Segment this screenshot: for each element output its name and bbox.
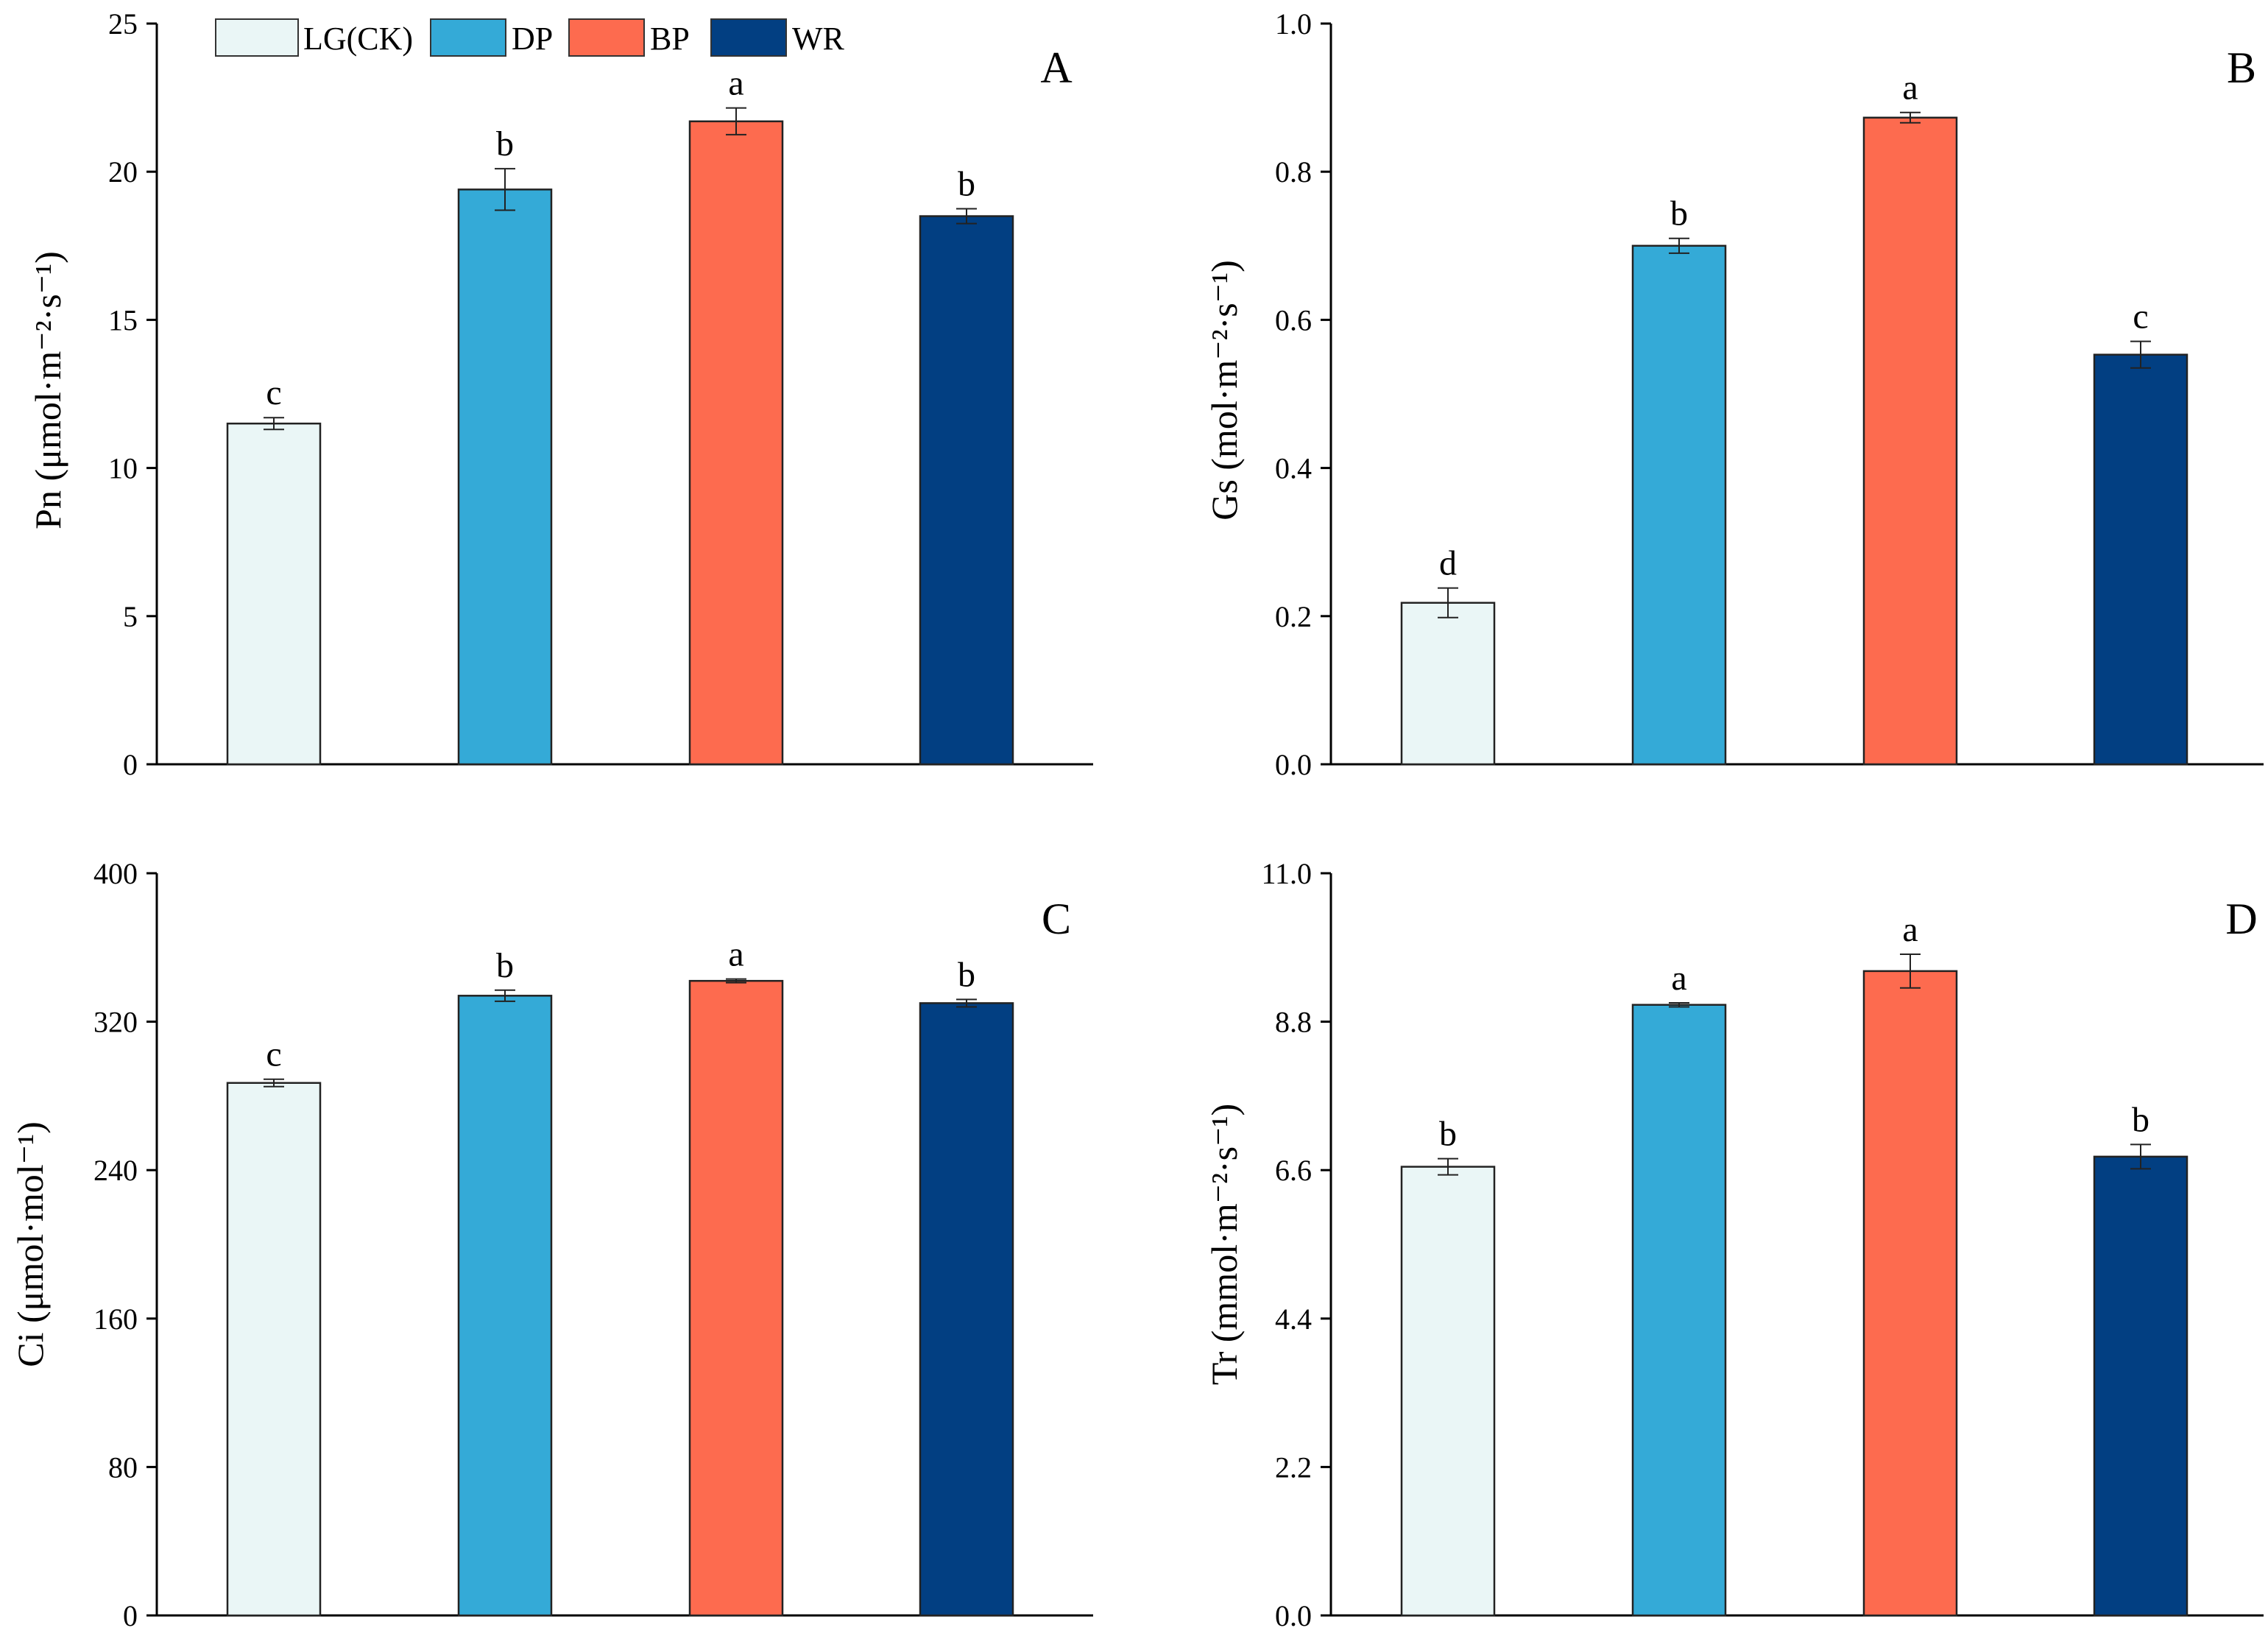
panel-letter: B xyxy=(2227,43,2256,92)
panel-c: C Ci (μmol·mol⁻¹) 0 80 160 240 320 400 c b a b xyxy=(10,857,1093,1632)
panel-letter: D xyxy=(2225,895,2257,943)
legend-swatch xyxy=(568,18,645,57)
bar xyxy=(2093,353,2188,766)
y-axis-title: Ci (μmol·mol⁻¹) xyxy=(10,1121,51,1367)
y-tick-label: 5 xyxy=(123,600,138,633)
y-tick-label: 8.8 xyxy=(1275,1006,1312,1039)
bar xyxy=(1862,116,1958,766)
significance-label: b xyxy=(958,165,975,204)
significance-label: c xyxy=(266,373,281,412)
y-tick-label: 20 xyxy=(108,155,138,188)
legend-item-wr: WR xyxy=(710,18,845,57)
y-axis-title: Gs (mol·m⁻²·s⁻¹) xyxy=(1204,260,1245,521)
legend-item-dp: DP xyxy=(430,18,553,57)
y-tick-label: 0.4 xyxy=(1275,452,1312,485)
y-tick-label: 25 xyxy=(108,7,138,40)
bar xyxy=(688,120,784,766)
y-tick-label: 2.2 xyxy=(1275,1451,1312,1484)
significance-label: b xyxy=(958,955,975,994)
significance-label: a xyxy=(1671,959,1686,998)
bar xyxy=(919,215,1014,766)
y-tick-label: 0.0 xyxy=(1275,1599,1312,1632)
y-tick-label: 11.0 xyxy=(1261,857,1312,890)
significance-label: a xyxy=(728,64,743,103)
bar xyxy=(2093,1155,2188,1617)
significance-label: b xyxy=(1439,1115,1457,1154)
y-tick-label: 0 xyxy=(123,1599,138,1632)
y-tick-label: 400 xyxy=(93,857,138,890)
y-axis-title: Pn (μmol·m⁻²·s⁻¹) xyxy=(27,251,68,529)
y-tick-label: 160 xyxy=(93,1303,138,1336)
y-tick-label: 0 xyxy=(123,748,138,781)
y-tick-label: 1.0 xyxy=(1275,7,1312,40)
bar xyxy=(457,995,553,1617)
significance-label: b xyxy=(1670,194,1688,233)
significance-label: b xyxy=(2132,1100,2149,1139)
panel-a: LG(CK) DP BP WR A Pn (μmol·m⁻²·s⁻¹) 0 5 10… xyxy=(27,7,1093,781)
y-tick-label: 0.6 xyxy=(1275,303,1312,336)
bar xyxy=(1631,244,1727,766)
y-tick-label: 6.6 xyxy=(1275,1154,1312,1187)
legend-label: LG(CK) xyxy=(303,21,413,57)
bar xyxy=(226,1082,322,1617)
bar xyxy=(226,422,322,766)
legend-swatch xyxy=(215,18,299,57)
legend-swatch xyxy=(430,18,506,57)
significance-label: b xyxy=(496,124,514,163)
significance-label: a xyxy=(728,935,743,974)
panel-letter: A xyxy=(1040,43,1072,92)
y-tick-label: 320 xyxy=(93,1006,138,1039)
panel-letter: C xyxy=(1042,895,1071,943)
y-tick-label: 10 xyxy=(108,452,138,485)
significance-label: b xyxy=(496,946,514,985)
y-tick-label: 15 xyxy=(108,303,138,336)
legend-item-lgck: LG(CK) xyxy=(215,18,413,57)
panel-b: B Gs (mol·m⁻²·s⁻¹) 0.0 0.2 0.4 0.6 0.8 1.0 d b a… xyxy=(1204,7,2264,781)
y-tick-label: 240 xyxy=(93,1154,138,1187)
y-tick-label: 80 xyxy=(108,1451,138,1484)
legend-label: DP xyxy=(512,21,553,57)
bar xyxy=(1862,970,1958,1617)
legend-label: BP xyxy=(650,21,690,57)
bar xyxy=(457,188,553,766)
significance-label: c xyxy=(266,1035,281,1074)
y-tick-label: 0.8 xyxy=(1275,155,1312,188)
significance-label: a xyxy=(1902,68,1918,107)
legend-swatch xyxy=(710,18,787,57)
legend-item-bp: BP xyxy=(568,18,690,57)
y-tick-label: 0.2 xyxy=(1275,600,1312,633)
bar xyxy=(1400,602,1496,766)
bar xyxy=(1631,1004,1727,1617)
legend: LG(CK) DP BP WR xyxy=(215,18,845,57)
significance-label: c xyxy=(2133,297,2148,336)
bar xyxy=(919,1002,1014,1617)
legend-label: WR xyxy=(792,21,845,57)
significance-label: d xyxy=(1439,544,1457,583)
bar xyxy=(1400,1166,1496,1617)
y-axis-title: Tr (mmol·m⁻²·s⁻¹) xyxy=(1204,1104,1245,1385)
bar xyxy=(688,979,784,1617)
y-tick-label: 4.4 xyxy=(1275,1303,1312,1336)
panel-d: D Tr (mmol·m⁻²·s⁻¹) 0.0 2.2 4.4 6.6 8.8 11.0 b… xyxy=(1204,857,2264,1632)
significance-label: a xyxy=(1902,910,1918,949)
y-tick-label: 0.0 xyxy=(1275,748,1312,781)
